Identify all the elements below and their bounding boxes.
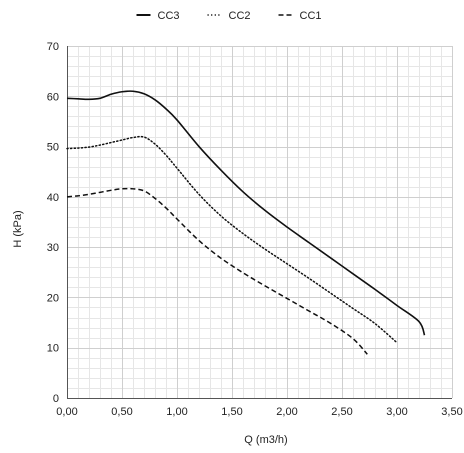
legend-label-cc3: CC3: [158, 10, 180, 22]
x-axis-title: Q (m3/h): [244, 434, 287, 446]
legend-label-cc2: CC2: [229, 10, 251, 22]
series-line-cc3: [66, 90, 426, 336]
x-tick-label: 1,50: [221, 406, 242, 418]
y-tick-label: 0: [53, 393, 59, 405]
axes: [67, 46, 452, 399]
y-tick-label: 40: [47, 192, 59, 204]
grid: [67, 46, 453, 399]
legend: CC3 CC2 CC1: [136, 10, 322, 22]
x-tick-label: 2,00: [276, 406, 297, 418]
x-tick-label: 1,00: [166, 406, 187, 418]
y-axis-title: H (kPa): [12, 210, 24, 247]
x-tick-label: 0,50: [111, 406, 132, 418]
x-tick-label: 3,00: [386, 406, 407, 418]
legend-label-cc1: CC1: [300, 10, 322, 22]
series-line-cc2: [66, 135, 398, 344]
series-line-cc1: [66, 187, 368, 355]
x-tick-label: 0,00: [56, 406, 77, 418]
y-tick-label: 70: [47, 41, 59, 53]
y-tick-label: 20: [47, 292, 59, 304]
y-tick-label: 10: [47, 343, 59, 355]
y-tick-label: 50: [47, 142, 59, 154]
y-tick-label: 30: [47, 242, 59, 254]
x-tick-label: 3,50: [441, 406, 462, 418]
x-tick-label: 2,50: [331, 406, 352, 418]
y-tick-label: 60: [47, 91, 59, 103]
series-lines: [66, 90, 426, 355]
tick-labels: 0,00 0,50 1,00 1,50 2,00 2,50 3,00 3,50 0 10 20 30 4…: [47, 41, 463, 418]
